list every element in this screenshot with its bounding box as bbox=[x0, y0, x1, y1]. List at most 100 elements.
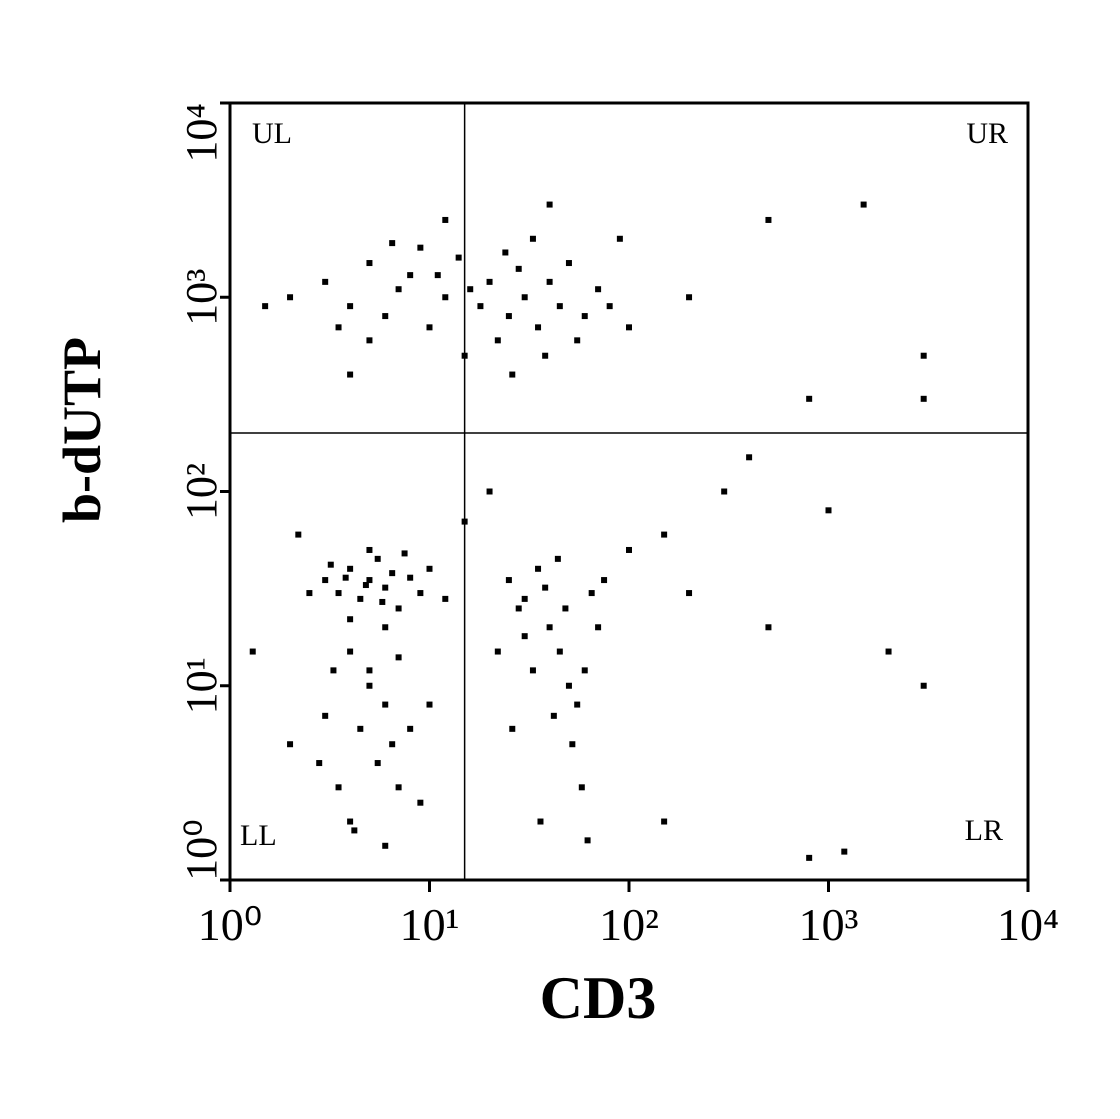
data-point bbox=[461, 518, 468, 525]
data-point bbox=[342, 574, 349, 581]
data-point bbox=[746, 454, 753, 461]
data-point bbox=[379, 598, 386, 605]
data-point bbox=[382, 624, 389, 631]
data-point bbox=[455, 254, 462, 261]
data-point bbox=[335, 324, 342, 331]
data-point bbox=[502, 249, 509, 256]
data-point bbox=[442, 294, 449, 301]
data-point bbox=[574, 337, 581, 344]
data-point bbox=[389, 741, 396, 748]
data-point bbox=[661, 531, 668, 538]
data-point bbox=[426, 701, 433, 708]
data-point bbox=[417, 590, 424, 597]
data-point bbox=[806, 395, 813, 402]
data-point bbox=[426, 324, 433, 331]
data-point bbox=[347, 303, 354, 310]
data-point bbox=[529, 667, 536, 674]
data-point bbox=[322, 577, 329, 584]
data-point bbox=[306, 590, 313, 597]
data-point bbox=[885, 648, 892, 655]
data-point bbox=[542, 584, 549, 591]
data-point bbox=[477, 303, 484, 310]
data-point bbox=[515, 265, 522, 272]
data-point bbox=[401, 550, 408, 557]
data-point bbox=[417, 799, 424, 806]
data-point bbox=[535, 565, 542, 572]
data-point bbox=[721, 488, 728, 495]
data-point bbox=[347, 565, 354, 572]
data-point bbox=[529, 235, 536, 242]
data-point bbox=[686, 294, 693, 301]
x-tick-label: 10⁴ bbox=[997, 899, 1059, 950]
quadrant-label: LR bbox=[965, 814, 1003, 847]
data-point bbox=[249, 648, 256, 655]
data-point bbox=[486, 488, 493, 495]
data-point bbox=[262, 303, 269, 310]
data-point bbox=[295, 531, 302, 538]
data-point bbox=[556, 648, 563, 655]
data-point bbox=[686, 590, 693, 597]
data-point bbox=[546, 624, 553, 631]
data-point bbox=[442, 216, 449, 223]
data-point bbox=[595, 286, 602, 293]
data-point bbox=[920, 352, 927, 359]
data-point bbox=[860, 201, 867, 208]
data-point bbox=[920, 682, 927, 689]
data-point bbox=[389, 240, 396, 247]
data-point bbox=[509, 725, 516, 732]
data-point bbox=[362, 582, 369, 589]
data-point bbox=[546, 278, 553, 285]
data-point bbox=[535, 324, 542, 331]
data-point bbox=[806, 854, 813, 861]
data-point bbox=[461, 352, 468, 359]
data-point bbox=[347, 648, 354, 655]
data-point bbox=[395, 605, 402, 612]
data-point bbox=[374, 760, 381, 767]
data-point bbox=[322, 712, 329, 719]
data-point bbox=[562, 605, 569, 612]
data-point bbox=[382, 584, 389, 591]
data-point bbox=[494, 337, 501, 344]
x-tick-label: 10⁰ bbox=[198, 899, 262, 950]
quadrant-label: LL bbox=[240, 819, 277, 852]
data-point bbox=[347, 818, 354, 825]
data-point bbox=[347, 616, 354, 623]
data-point bbox=[550, 712, 557, 719]
quadrant-label: UR bbox=[966, 117, 1008, 150]
x-tick-label: 10² bbox=[599, 899, 659, 950]
data-point bbox=[366, 260, 373, 267]
data-point bbox=[616, 235, 623, 242]
data-point bbox=[515, 605, 522, 612]
y-axis-label: b-dUTP bbox=[52, 337, 112, 523]
data-point bbox=[505, 313, 512, 320]
plot-frame bbox=[228, 101, 1030, 882]
data-point bbox=[347, 371, 354, 378]
data-point bbox=[287, 294, 294, 301]
data-point bbox=[357, 725, 364, 732]
data-point bbox=[841, 848, 848, 855]
data-point bbox=[581, 667, 588, 674]
data-point bbox=[335, 784, 342, 791]
data-point bbox=[765, 216, 772, 223]
data-point bbox=[407, 272, 414, 279]
data-point bbox=[395, 286, 402, 293]
data-point bbox=[389, 570, 396, 577]
data-point bbox=[521, 633, 528, 640]
data-point bbox=[920, 395, 927, 402]
data-point bbox=[494, 648, 501, 655]
data-point bbox=[366, 577, 373, 584]
data-point bbox=[351, 827, 358, 834]
data-point bbox=[584, 837, 591, 844]
data-point bbox=[316, 760, 323, 767]
data-point bbox=[601, 577, 608, 584]
data-point bbox=[578, 784, 585, 791]
data-point bbox=[366, 337, 373, 344]
x-tick-label: 10³ bbox=[799, 899, 859, 950]
x-tick-label: 10¹ bbox=[400, 899, 460, 950]
data-point bbox=[417, 244, 424, 251]
data-point bbox=[426, 565, 433, 572]
data-point bbox=[588, 590, 595, 597]
data-point bbox=[626, 546, 632, 553]
data-point bbox=[366, 667, 373, 674]
